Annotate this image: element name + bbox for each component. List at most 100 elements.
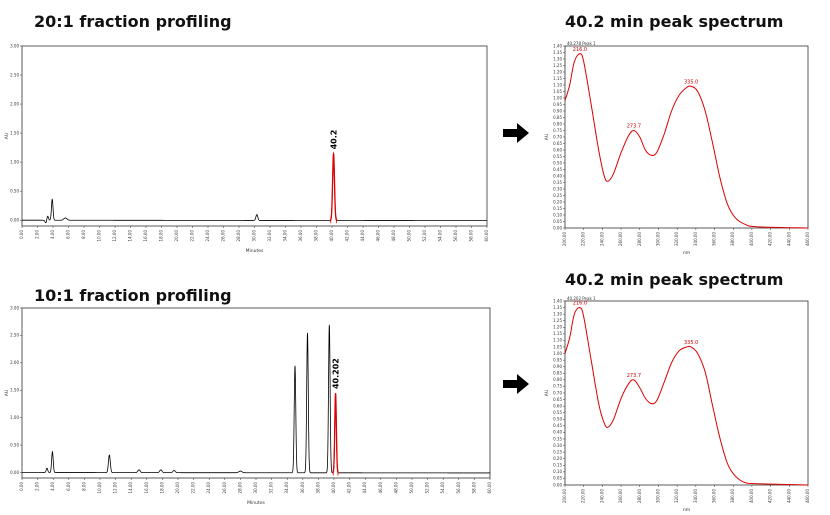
y-tick-label: 0.45: [553, 167, 562, 172]
x-tick-label: 220.00: [581, 489, 586, 503]
x-tick-label: 420.00: [768, 489, 773, 503]
x-tick-label: 400.00: [749, 232, 754, 246]
y-axis-label: AU: [544, 134, 550, 140]
y-tick-label: 0.10: [553, 212, 562, 217]
x-tick-label: 20.00: [175, 482, 180, 494]
y-tick-label: 0.15: [553, 463, 562, 468]
x-tick-label: 6.00: [66, 482, 71, 491]
x-tick-label: 260.00: [618, 232, 623, 246]
x-tick-label: 34.00: [283, 230, 288, 242]
x-axis-label: nm: [683, 251, 690, 256]
x-tick-label: 8.00: [81, 482, 86, 491]
y-tick-label: 1.50: [10, 130, 19, 135]
x-tick-label: 14.00: [128, 482, 133, 494]
x-tick-label: 40.00: [329, 230, 334, 242]
x-tick-label: 220.00: [581, 232, 586, 246]
y-tick-label: 1.00: [553, 95, 562, 100]
y-tick-label: 0.95: [553, 102, 562, 107]
plot-frame: [21, 45, 488, 227]
x-tick-label: 16.00: [144, 482, 149, 494]
y-tick-label: 0.35: [553, 180, 562, 185]
y-tick-label: 0.80: [553, 121, 562, 126]
y-tick-label: 0.10: [553, 469, 562, 474]
y-tick-label: 0.05: [553, 219, 562, 224]
y-tick-label: 0.65: [553, 141, 562, 146]
x-tick-label: 58.00: [471, 482, 476, 494]
x-tick-label: 340.00: [693, 489, 698, 503]
x-tick-label: 40.00: [331, 482, 336, 494]
chromatogram-trace: [22, 153, 487, 224]
x-tick-label: 240.00: [599, 232, 604, 246]
x-tick-label: 240.00: [599, 489, 604, 503]
y-tick-label: 0.55: [553, 154, 562, 159]
spectrum-peak-label: 335.0: [684, 79, 698, 85]
y-tick-label: 0.85: [553, 115, 562, 120]
spectrum-peak-label: 216.0: [573, 47, 587, 53]
y-tick-label: 0.90: [553, 108, 562, 113]
y-tick-label: 1.10: [553, 338, 562, 343]
chromatogram-trace: [22, 324, 490, 474]
x-tick-label: 28.00: [236, 230, 241, 242]
x-tick-label: 30.00: [252, 230, 257, 242]
y-tick-label: 0.70: [553, 134, 562, 139]
y-tick-label: 0.55: [553, 410, 562, 415]
x-tick-label: 280.00: [637, 489, 642, 503]
chromatogram-2-chart: 0.00 2.00 4.00 6.00 8.00 10.00 12.00 14.00 16.00…: [4, 305, 492, 506]
y-tick-label: 1.25: [553, 318, 562, 323]
x-tick-label: 4.00: [50, 482, 55, 491]
spectrum-1-title: 40.2 min peak spectrum: [565, 12, 784, 31]
y-tick-label: 0.75: [553, 128, 562, 133]
y-tick-label: 1.30: [553, 311, 562, 316]
y-tick-label: 0.20: [553, 456, 562, 461]
peak-annotation: 40.2: [330, 130, 339, 150]
x-tick-label: 280.00: [637, 232, 642, 246]
y-tick-label: 1.00: [10, 415, 19, 420]
x-tick-label: 48.00: [391, 230, 396, 242]
y-tick-label: 2.00: [10, 360, 19, 365]
y-tick-label: 0.50: [553, 417, 562, 422]
x-tick-label: 46.00: [378, 482, 383, 494]
y-tick-label: 1.05: [553, 89, 562, 94]
x-tick-label: 24.00: [205, 230, 210, 242]
x-tick-label: 44.00: [362, 482, 367, 494]
x-tick-label: 36.00: [298, 230, 303, 242]
y-axis-label: AU: [4, 133, 10, 139]
x-tick-label: 300.00: [655, 489, 660, 503]
x-tick-label: 320.00: [674, 489, 679, 503]
x-tick-label: 22.00: [190, 230, 195, 242]
x-tick-label: 12.00: [112, 230, 117, 242]
x-tick-label: 34.00: [284, 482, 289, 494]
y-tick-label: 0.00: [10, 470, 19, 475]
y-tick-label: 3.00: [10, 43, 19, 48]
y-tick-label: 0.95: [553, 357, 562, 362]
x-tick-label: 60.00: [484, 230, 489, 242]
y-tick-label: 0.25: [553, 193, 562, 198]
x-tick-label: 0.00: [19, 482, 24, 491]
y-tick-label: 0.65: [553, 397, 562, 402]
chromatogram-1-chart: 0.00 2.00 4.00 6.00 8.00 10.00 12.00 14.00 16.00…: [4, 43, 489, 254]
arrow-right-icon: [503, 123, 529, 143]
x-tick-label: 20.00: [174, 230, 179, 242]
x-tick-label: 420.00: [768, 232, 773, 246]
highlighted-peak: [332, 393, 339, 474]
x-tick-label: 30.00: [253, 482, 258, 494]
x-axis-label: Minutes: [246, 248, 264, 254]
y-tick-label: 1.35: [553, 305, 562, 310]
y-tick-label: 1.20: [553, 69, 562, 74]
y-tick-label: 0.05: [553, 476, 562, 481]
x-tick-label: 36.00: [300, 482, 305, 494]
x-tick-label: 24.00: [206, 482, 211, 494]
y-tick-label: 0.50: [553, 160, 562, 165]
y-axis-label: AU: [544, 390, 550, 396]
y-tick-label: 1.05: [553, 344, 562, 349]
x-tick-label: 26.00: [222, 482, 227, 494]
y-tick-label: 1.15: [553, 76, 562, 81]
y-tick-label: 0.20: [553, 199, 562, 204]
spectrum-corner-label: 40.202 Peak 1: [567, 296, 596, 301]
x-tick-label: 0.00: [19, 230, 24, 239]
spectrum-trace: [564, 307, 809, 486]
y-tick-label: 1.30: [553, 56, 562, 61]
x-tick-label: 6.00: [66, 230, 71, 239]
x-tick-label: 32.00: [269, 482, 274, 494]
x-tick-label: 200.00: [562, 232, 567, 246]
